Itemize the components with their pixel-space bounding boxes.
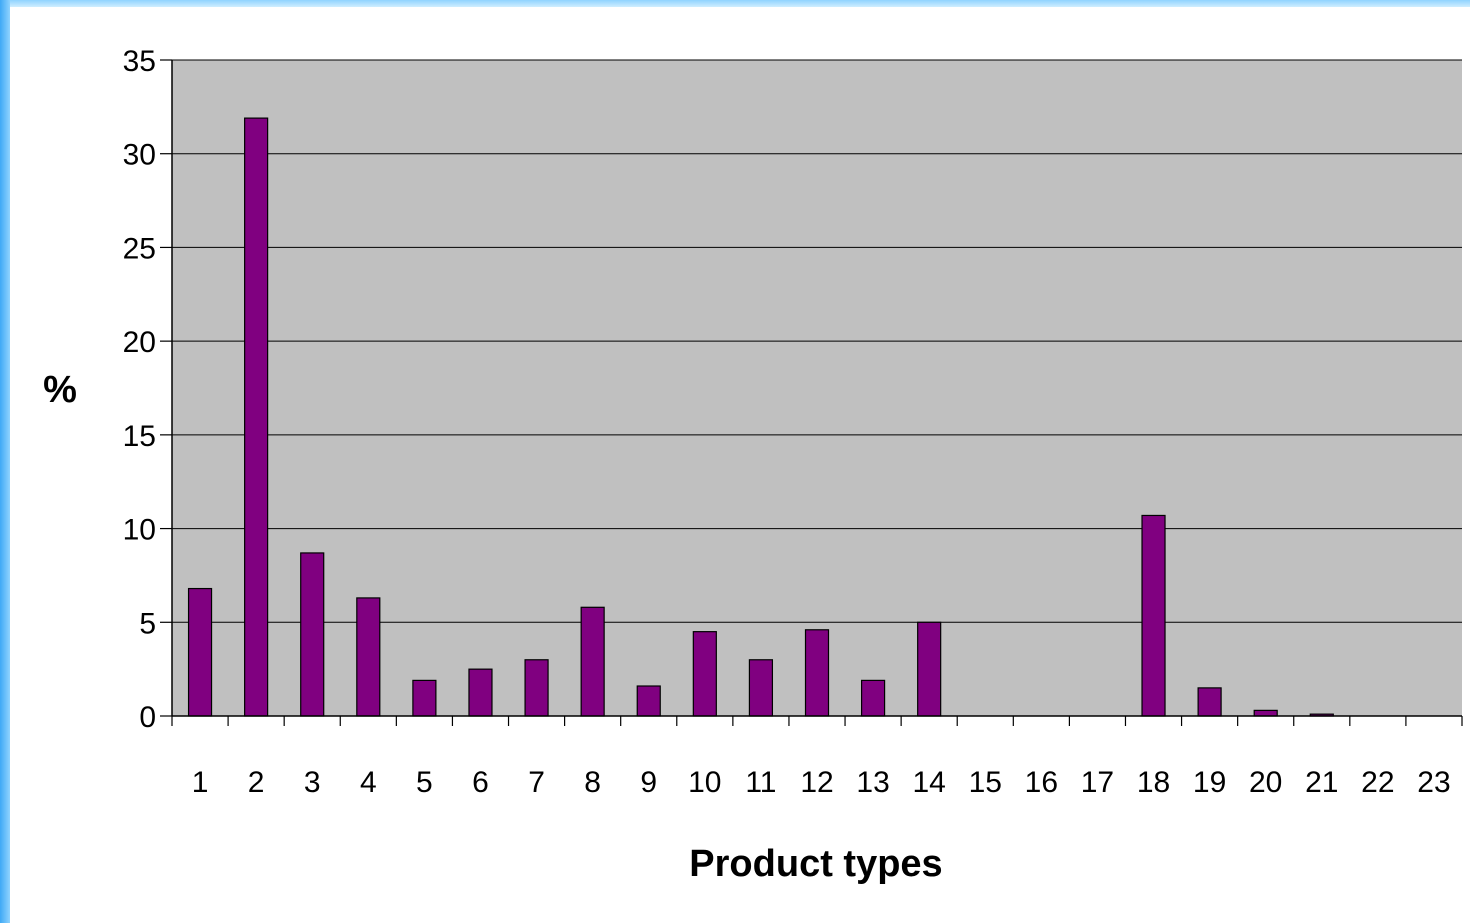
bar-8 (580, 606, 605, 717)
grid-lines (172, 59, 1462, 623)
bar-13 (860, 679, 886, 717)
x-tick-label: 22 (1361, 766, 1394, 799)
x-tick-label: 7 (528, 766, 545, 799)
y-tick-label: 5 (139, 607, 156, 640)
y-tick-label: 20 (123, 326, 156, 359)
bar-5 (412, 679, 437, 717)
axes (160, 59, 1463, 726)
y-tick-label: 15 (123, 420, 156, 453)
bar-19 (1197, 687, 1222, 717)
bar-12 (804, 629, 830, 717)
x-tick-label: 15 (969, 766, 1002, 799)
x-tick-label: 13 (856, 766, 889, 799)
x-tick-label: 8 (584, 766, 601, 799)
x-tick-label: 18 (1137, 766, 1170, 799)
bar-4 (356, 597, 381, 717)
bar-7 (524, 659, 549, 717)
bar-10 (692, 631, 717, 717)
x-tick-label: 2 (248, 766, 265, 799)
bar-9 (636, 685, 661, 717)
y-tick-label: 30 (123, 139, 156, 172)
bar-2 (244, 117, 269, 717)
bars (187, 117, 1334, 717)
x-tick-label: 14 (912, 766, 945, 799)
x-tick-label: 11 (745, 766, 776, 799)
x-tick-label: 16 (1025, 766, 1058, 799)
x-tick-label: 12 (800, 766, 833, 799)
y-tick-label: 35 (123, 45, 156, 78)
x-tick-label: 20 (1249, 766, 1282, 799)
x-tick-label: 17 (1081, 766, 1114, 799)
y-tick-label: 0 (139, 701, 156, 734)
y-tick-label: 25 (123, 232, 156, 265)
frame-left-accent (0, 0, 10, 923)
x-tick-label: 1 (192, 766, 209, 799)
x-tick-label: 9 (640, 766, 657, 799)
y-tick-labels: 0 5 10 15 20 25 30 35 (123, 45, 156, 734)
x-tick-label: 4 (360, 766, 377, 799)
bar-14 (917, 621, 942, 717)
x-tick-label: 3 (304, 766, 321, 799)
x-tick-labels: 1 2 3 4 5 6 7 8 9 10 11 12 13 14 15 16 17 18 19 20 21 22 23 (192, 766, 1451, 799)
bar-18 (1141, 514, 1166, 717)
bar-11 (748, 659, 774, 717)
x-tick-label: 6 (472, 766, 489, 799)
y-tick-label: 10 (123, 514, 156, 547)
bar-3 (300, 552, 325, 717)
y-axis-title: % (43, 369, 77, 411)
frame-top-border (0, 0, 1470, 7)
x-tick-label: 5 (416, 766, 433, 799)
bar-1 (187, 587, 213, 717)
bar-6 (468, 668, 493, 717)
plot-area (172, 60, 1462, 716)
x-tick-label: 19 (1193, 766, 1226, 799)
x-tick-label: 21 (1305, 766, 1338, 799)
x-tick-label: 23 (1417, 766, 1450, 799)
bar-20 (1253, 709, 1278, 717)
x-tick-label: 10 (688, 766, 721, 799)
x-axis-title: Product types (689, 843, 942, 885)
